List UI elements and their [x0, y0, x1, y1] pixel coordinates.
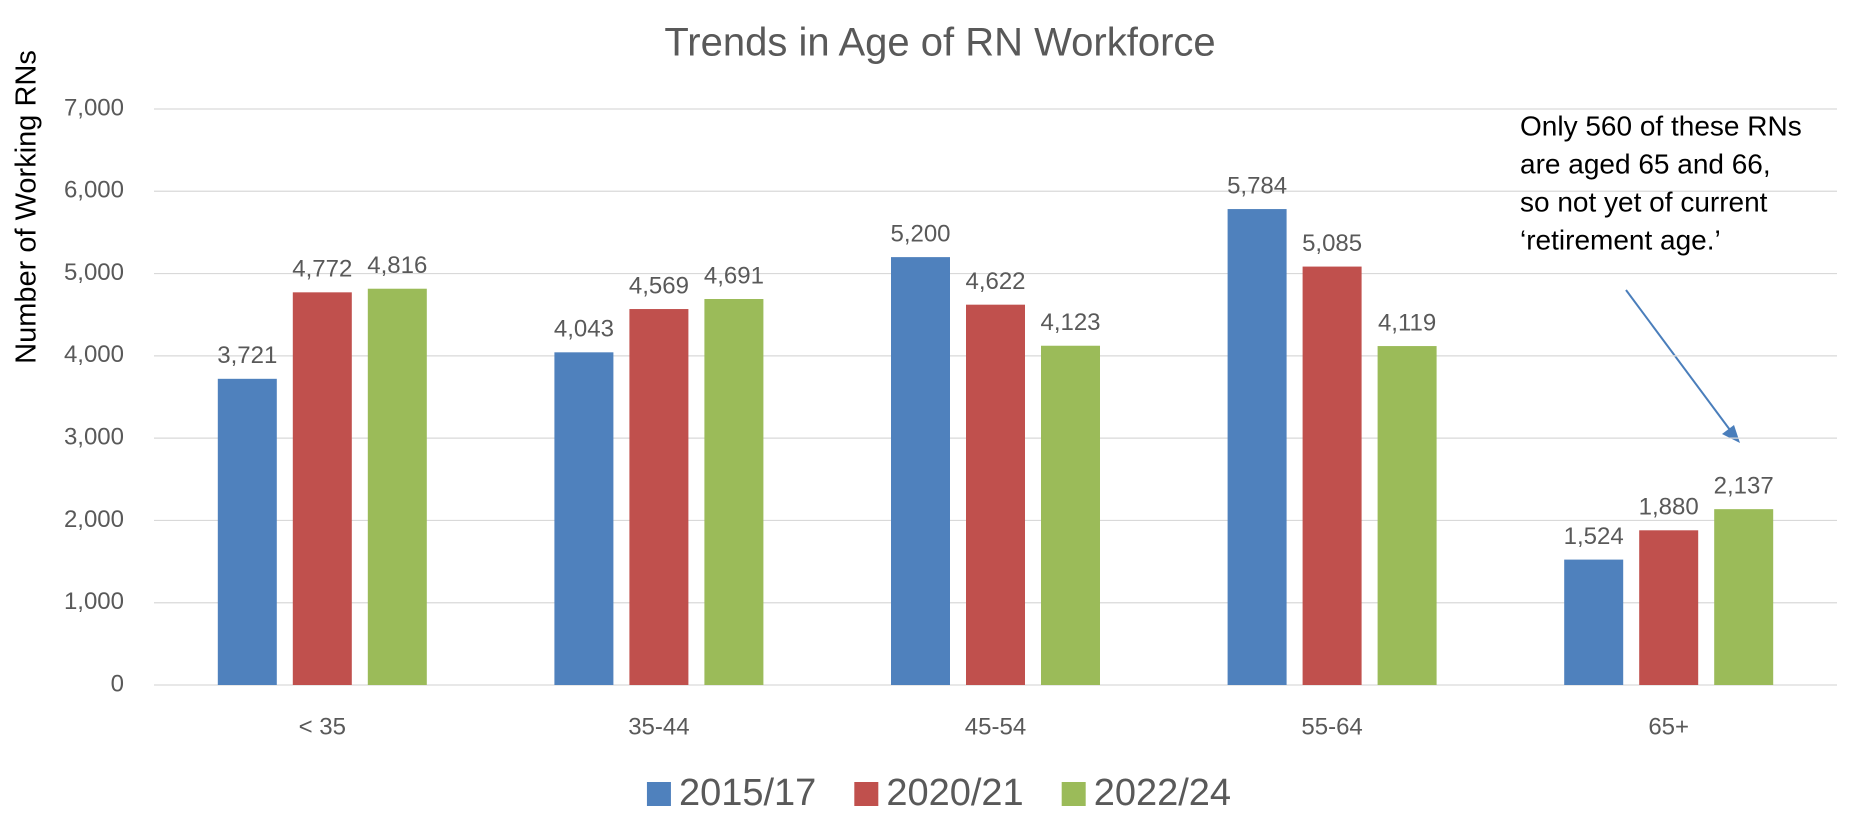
- bar: [1639, 530, 1699, 685]
- bar: [554, 352, 614, 685]
- bar: [1714, 509, 1774, 685]
- annotation-text: so not yet of current: [1520, 186, 1768, 217]
- bar: [367, 288, 427, 685]
- data-label: 1,524: [1564, 523, 1624, 550]
- data-label: 4,622: [965, 268, 1025, 295]
- data-label: 1,880: [1639, 494, 1699, 521]
- annotation-text: Only 560 of these RNs: [1520, 110, 1802, 141]
- data-label: 4,816: [367, 252, 427, 279]
- y-tick-label: 4,000: [64, 341, 124, 368]
- y-axis-title: Number of Working RNs: [11, 50, 43, 364]
- bar: [629, 309, 689, 685]
- x-tick-label: < 35: [299, 713, 346, 740]
- legend-swatch: [1061, 782, 1086, 806]
- data-label: 5,085: [1302, 230, 1362, 257]
- bar: [217, 378, 277, 685]
- bar: [1302, 266, 1362, 685]
- x-tick-label: 35-44: [628, 713, 689, 740]
- data-label: 5,784: [1227, 172, 1287, 199]
- annotation-arrow: [1625, 289, 1734, 435]
- annotation-text: ‘retirement age.’: [1520, 224, 1721, 255]
- x-tick-label: 55-64: [1301, 713, 1362, 740]
- annotation-text: are aged 65 and 66,: [1520, 148, 1771, 179]
- data-label: 3,721: [217, 342, 277, 369]
- y-tick-label: 5,000: [64, 259, 124, 286]
- legend-swatch: [854, 782, 879, 806]
- chart-title: Trends in Age of RN Workforce: [664, 21, 1215, 65]
- bar: [1041, 345, 1100, 685]
- data-label: 4,772: [292, 256, 352, 283]
- y-tick-label: 6,000: [64, 177, 124, 204]
- legend-label: 2020/21: [886, 772, 1023, 814]
- y-tick-label: 0: [111, 670, 124, 697]
- legend-label: 2022/24: [1094, 772, 1231, 814]
- data-label: 4,123: [1040, 309, 1100, 336]
- y-tick-label: 1,000: [64, 588, 124, 615]
- y-tick-label: 2,000: [64, 506, 124, 533]
- bar: [891, 257, 950, 685]
- x-tick-label: 45-54: [965, 713, 1026, 740]
- legend-label: 2015/17: [679, 772, 816, 814]
- x-tick-label: 65+: [1648, 713, 1689, 740]
- bar: [1227, 209, 1287, 685]
- bar: [292, 292, 352, 685]
- y-tick-label: 3,000: [64, 423, 124, 450]
- data-label: 2,137: [1714, 472, 1774, 499]
- annotation-arrowhead: [1722, 425, 1740, 443]
- data-label: 4,691: [704, 262, 764, 289]
- bar: [1377, 346, 1437, 685]
- bar: [966, 304, 1025, 685]
- bar: [704, 298, 764, 685]
- legend-swatch: [646, 782, 671, 806]
- bar: [1564, 559, 1624, 685]
- data-label: 4,043: [554, 316, 614, 343]
- data-label: 4,119: [1378, 309, 1436, 336]
- data-label: 4,569: [629, 272, 689, 299]
- y-tick-label: 7,000: [64, 94, 124, 121]
- data-label: 5,200: [890, 220, 950, 247]
